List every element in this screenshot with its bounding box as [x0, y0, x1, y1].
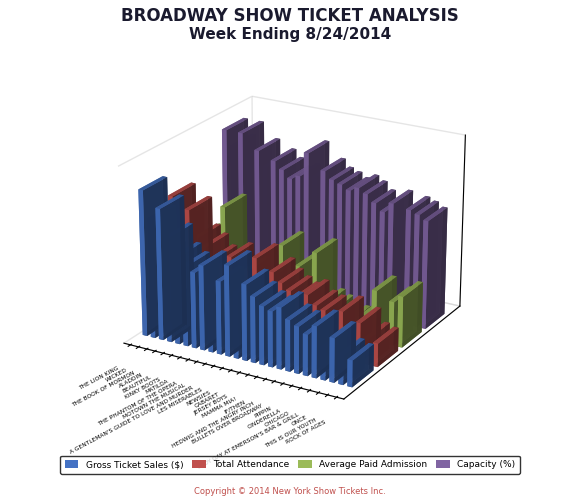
Text: BROADWAY SHOW TICKET ANALYSIS: BROADWAY SHOW TICKET ANALYSIS: [121, 7, 459, 25]
Text: Week Ending 8/24/2014: Week Ending 8/24/2014: [189, 27, 391, 42]
Legend: Gross Ticket Sales ($), Total Attendance, Average Paid Admission, Capacity (%): Gross Ticket Sales ($), Total Attendance…: [60, 456, 520, 474]
Text: Copyright © 2014 New York Show Tickets Inc.: Copyright © 2014 New York Show Tickets I…: [194, 487, 386, 496]
